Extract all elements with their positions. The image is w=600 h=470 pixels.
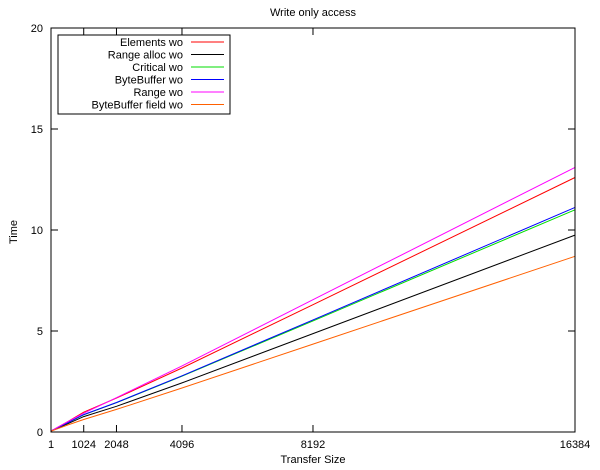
axes-layer: 0 5 10 15 20 1 1024 2048 4096 8192 16384 [31,23,591,451]
y-tick-label-4: 20 [31,23,43,35]
x-tick-label-2: 2048 [104,439,128,451]
legend-box [57,34,231,115]
y-tick-label-3: 15 [31,124,43,136]
y-tick-label-0: 0 [37,427,43,439]
legend-label-5: ByteBuffer field wo [91,100,183,112]
chart-title: Write only access [270,7,356,19]
y-tick-label-1: 5 [37,326,43,338]
x-tick-label-1: 1024 [71,439,95,451]
y-tick-label-2: 10 [31,225,43,237]
x-tick-label-3: 4096 [170,439,194,451]
series-layer [50,166,576,432]
x-axis-label: Transfer Size [280,454,345,466]
legend-label-4: Range wo [133,87,183,99]
x-tick-label-4: 8192 [301,439,325,451]
x-tick-label-0: 1 [48,439,54,451]
series-line-1 [50,234,576,432]
legend-label-3: ByteBuffer wo [115,75,183,87]
x-tick-label-5: 16384 [560,439,591,451]
y-axis-label: Time [8,220,20,244]
legend-label-1: Range alloc wo [108,50,183,62]
legend-label-2: Critical wo [132,62,183,74]
series-line-3 [50,206,576,432]
legend-label-0: Elements wo [120,37,183,49]
series-line-4 [50,166,576,432]
series-line-5 [50,255,576,432]
series-line-0 [50,177,576,432]
